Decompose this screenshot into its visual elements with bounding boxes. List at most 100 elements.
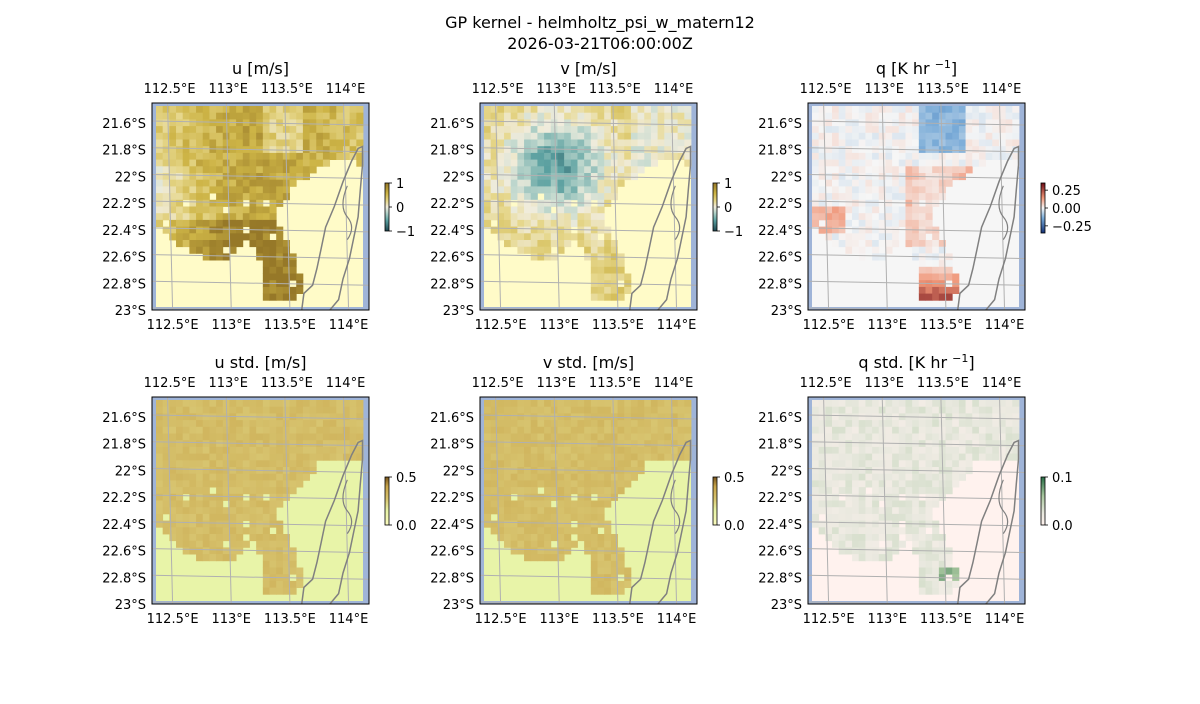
- heatmap-cell: [958, 426, 966, 434]
- heatmap-cell: [872, 473, 880, 481]
- lat-tick-label: 21.6°S: [102, 411, 146, 426]
- heatmap-cell: [657, 112, 665, 120]
- heatmap-cell: [544, 467, 552, 475]
- heatmap-cell: [865, 246, 873, 254]
- heatmap-cell: [845, 460, 853, 468]
- heatmap-cell: [898, 159, 906, 167]
- heatmap-cell: [517, 106, 525, 114]
- heatmap-cell: [684, 406, 692, 414]
- heatmap-cell: [550, 146, 558, 154]
- heatmap-cell: [818, 126, 826, 134]
- heatmap-cell: [229, 240, 237, 248]
- heatmap-cell: [289, 413, 297, 421]
- heatmap-cell: [945, 159, 953, 167]
- heatmap-cell: [1005, 132, 1013, 140]
- heatmap-cell: [202, 226, 210, 234]
- heatmap-cell: [256, 213, 264, 221]
- lat-tick-label: 22.6°S: [758, 545, 802, 560]
- heatmap-cell: [858, 493, 866, 501]
- heatmap-cell: [550, 520, 558, 528]
- heatmap-cell: [657, 126, 665, 134]
- heatmap-cell: [309, 152, 317, 160]
- heatmap-cell: [664, 406, 672, 414]
- heatmap-cell: [604, 106, 612, 114]
- heatmap-cell: [1012, 453, 1020, 461]
- heatmap-cell: [597, 420, 605, 428]
- heatmap-cell: [878, 440, 886, 448]
- heatmap-cell: [972, 453, 980, 461]
- heatmap-cell: [584, 186, 592, 194]
- heatmap-cell: [302, 159, 310, 167]
- heatmap-cell: [584, 219, 592, 227]
- heatmap-cell: [584, 246, 592, 254]
- heatmap-cell: [196, 400, 204, 408]
- heatmap-cell: [222, 453, 230, 461]
- heatmap-cell: [557, 240, 565, 248]
- heatmap-cell: [637, 132, 645, 140]
- heatmap-cell: [249, 480, 257, 488]
- heatmap-cell: [664, 446, 672, 454]
- heatmap-cell: [590, 260, 598, 268]
- heatmap-cell: [925, 433, 933, 441]
- heatmap-cell: [222, 219, 230, 227]
- heatmap-cell: [189, 433, 197, 441]
- heatmap-cell: [865, 253, 873, 261]
- heatmap-cell: [236, 534, 244, 542]
- heatmap-cell: [484, 159, 492, 167]
- heatmap-cell: [289, 473, 297, 481]
- heatmap-cell: [952, 126, 960, 134]
- heatmap-cell: [162, 527, 170, 535]
- heatmap-cell: [544, 226, 552, 234]
- heatmap-cell: [885, 186, 893, 194]
- heatmap-cell: [510, 453, 518, 461]
- heatmap-cell: [490, 206, 498, 214]
- heatmap-cell: [630, 426, 638, 434]
- heatmap-cell: [670, 106, 679, 114]
- heatmap-cell: [938, 420, 946, 428]
- heatmap-cell: [852, 554, 860, 562]
- heatmap-cell: [885, 540, 893, 548]
- heatmap-cell: [918, 453, 926, 461]
- heatmap-cell: [269, 540, 277, 548]
- heatmap-cell: [912, 400, 920, 408]
- heatmap-cell: [604, 246, 612, 254]
- heatmap-cell: [162, 146, 170, 154]
- heatmap-cell: [490, 139, 498, 147]
- heatmap-cell: [550, 554, 558, 562]
- heatmap-cell: [998, 446, 1007, 454]
- heatmap-cell: [262, 580, 270, 588]
- heatmap-cell: [972, 106, 980, 114]
- heatmap-cell: [952, 273, 960, 281]
- heatmap-cell: [557, 554, 565, 562]
- heatmap-cell: [872, 179, 880, 187]
- heatmap-cell: [818, 106, 826, 114]
- heatmap-cell: [852, 219, 860, 227]
- heatmap-cell: [885, 433, 893, 441]
- heatmap-cell: [912, 152, 920, 160]
- heatmap-cell: [256, 500, 264, 508]
- heatmap-cell: [564, 206, 572, 214]
- heatmap-cell: [537, 467, 545, 475]
- heatmap-cell: [216, 179, 224, 187]
- heatmap-cells-v: [484, 106, 692, 301]
- heatmap-cell: [604, 233, 612, 241]
- heatmap-cell: [209, 446, 217, 454]
- heatmap-cell: [590, 580, 598, 588]
- heatmap-cell: [216, 126, 224, 134]
- heatmap-cell: [222, 513, 230, 521]
- heatmap-cell: [865, 152, 873, 160]
- heatmap-cell: [196, 487, 204, 495]
- heatmap-cell: [812, 199, 820, 207]
- heatmap-cell: [302, 106, 310, 114]
- heatmap-cell: [918, 286, 926, 294]
- heatmap-cell: [998, 119, 1007, 127]
- heatmap-cell: [664, 132, 672, 140]
- heatmap-cell: [590, 186, 598, 194]
- heatmap-cell: [577, 480, 585, 488]
- heatmap-cell: [169, 193, 177, 201]
- heatmap-cell: [570, 186, 578, 194]
- heatmap-cell: [557, 534, 565, 542]
- heatmap-cell: [530, 547, 538, 555]
- heatmap-cell: [242, 433, 250, 441]
- heatmap-cell: [550, 132, 558, 140]
